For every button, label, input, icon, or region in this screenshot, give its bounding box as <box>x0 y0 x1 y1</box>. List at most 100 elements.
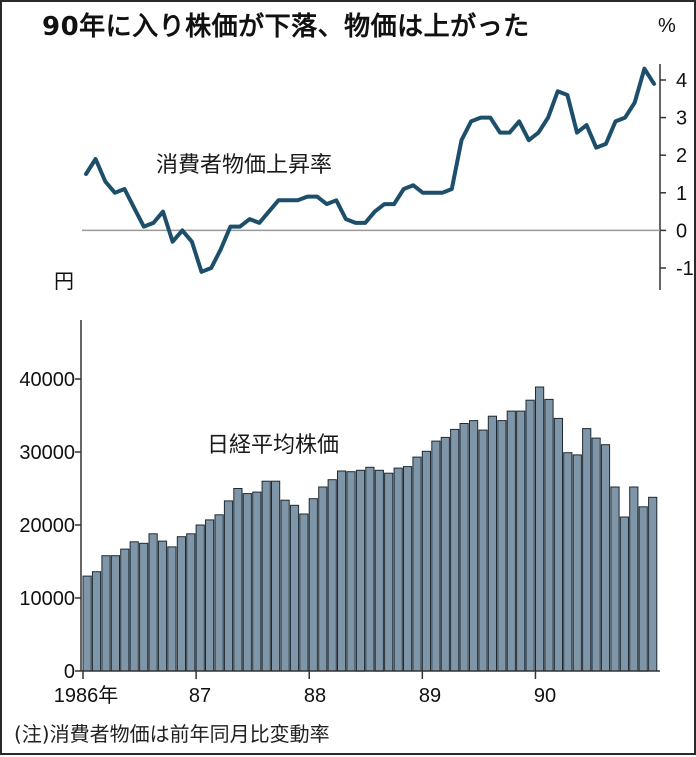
cpi-data-point <box>488 116 492 120</box>
cpi-data-point <box>594 146 598 150</box>
stock-bar <box>600 444 611 672</box>
cpi-series-label: 消費者物価上昇率 <box>156 153 332 178</box>
cpi-unit-label: % <box>658 15 676 37</box>
cpi-y-tick-label: 1 <box>676 183 687 205</box>
stock-bar <box>110 555 121 672</box>
stock-bar <box>648 496 658 672</box>
cpi-data-point <box>411 183 415 187</box>
cpi-data-point <box>604 142 608 146</box>
cpi-data-point <box>392 202 396 206</box>
stock-bar <box>440 436 450 672</box>
cpi-y-tick-label: 3 <box>676 108 687 130</box>
stock-bar <box>582 428 592 672</box>
chart-note: (注)消費者物価は前年同月比変動率 <box>14 722 330 746</box>
cpi-data-point <box>556 89 560 93</box>
cpi-data-point <box>296 198 300 202</box>
stock-bar <box>572 454 582 672</box>
stock-bar <box>384 472 394 672</box>
stock-bar <box>308 498 318 672</box>
cpi-data-point <box>498 131 502 135</box>
stock-bar <box>176 536 187 672</box>
stock-bar <box>289 504 300 672</box>
stock-bar <box>129 541 139 672</box>
cpi-data-point <box>209 266 213 270</box>
cpi-data-point <box>103 180 107 183</box>
cpi-data-point <box>585 123 589 127</box>
stock-bar <box>478 429 488 672</box>
cpi-series-line <box>84 66 656 274</box>
stock-bar <box>355 469 366 672</box>
cpi-data-point <box>614 119 617 123</box>
cpi-data-point <box>479 116 483 120</box>
stock-bar <box>271 480 281 672</box>
cpi-data-point <box>190 240 194 244</box>
stock-y-tick-label: 0 <box>64 661 75 683</box>
cpi-y-tick-label: 2 <box>676 145 687 167</box>
stock-bar <box>553 417 563 672</box>
stock-y-tick-label: 10000 <box>19 588 75 610</box>
cpi-data-point <box>575 131 579 135</box>
stock-bar <box>261 480 271 672</box>
cpi-data-point <box>267 210 271 214</box>
cpi-data-point <box>546 116 550 120</box>
cpi-data-point <box>219 247 223 251</box>
stock-y-tick-label: 20000 <box>19 515 75 537</box>
cpi-data-point <box>652 82 656 86</box>
stock-bar <box>403 466 413 672</box>
cpi-data-point <box>180 228 184 232</box>
stock-bar <box>516 410 526 672</box>
stock-bar <box>205 519 215 672</box>
cpi-data-point <box>431 191 435 195</box>
stock-bar <box>157 540 168 672</box>
stock-bar <box>450 428 460 672</box>
cpi-data-point <box>113 191 117 195</box>
stock-bar <box>459 423 469 672</box>
stock-bar <box>242 493 252 672</box>
stock-series-label: 日経平均株価 <box>207 433 339 458</box>
cpi-data-point <box>161 210 165 214</box>
stock-bar <box>139 542 149 672</box>
cpi-data-point <box>248 217 252 221</box>
stock-bar <box>167 546 177 672</box>
stock-bar <box>101 555 111 672</box>
stock-bar <box>610 486 620 672</box>
stock-bar <box>318 486 328 672</box>
stock-bar <box>638 506 648 672</box>
cpi-data-point <box>171 240 175 244</box>
stock-bar <box>214 514 224 672</box>
cpi-y-tick-label: 0 <box>676 220 687 242</box>
cpi-data-point <box>508 131 512 135</box>
stock-bar <box>299 513 309 672</box>
stock-bar <box>487 415 497 672</box>
cpi-data-point <box>363 221 367 225</box>
stock-y-tick-label: 40000 <box>19 369 75 391</box>
stock-bar <box>280 499 290 672</box>
stock-bar <box>195 524 205 672</box>
stock-bar <box>431 440 441 672</box>
stock-bar <box>393 467 403 672</box>
cpi-data-point <box>123 187 126 191</box>
cpi-data-point <box>402 187 406 191</box>
stock-bar <box>563 452 573 672</box>
stock-bar <box>233 488 243 672</box>
stock-bar <box>365 466 375 672</box>
stock-x-tick-label: 89 <box>419 685 441 707</box>
cpi-data-point <box>517 119 521 123</box>
cpi-data-point <box>421 191 425 195</box>
stock-x-tick-label: 90 <box>534 685 556 707</box>
stock-bar <box>327 479 337 672</box>
stock-bar <box>120 548 130 672</box>
stock-bar <box>469 420 479 672</box>
cpi-data-point <box>565 93 569 97</box>
cpi-data-point <box>450 187 454 191</box>
cpi-data-point <box>325 202 329 206</box>
stock-bar <box>252 491 262 672</box>
cpi-data-point <box>238 225 242 229</box>
stock-bar <box>525 399 535 672</box>
stock-bar <box>506 410 516 672</box>
cpi-data-point <box>315 195 319 199</box>
cpi-data-point <box>305 195 309 199</box>
stock-bar <box>535 386 545 672</box>
cpi-data-point <box>344 217 348 221</box>
